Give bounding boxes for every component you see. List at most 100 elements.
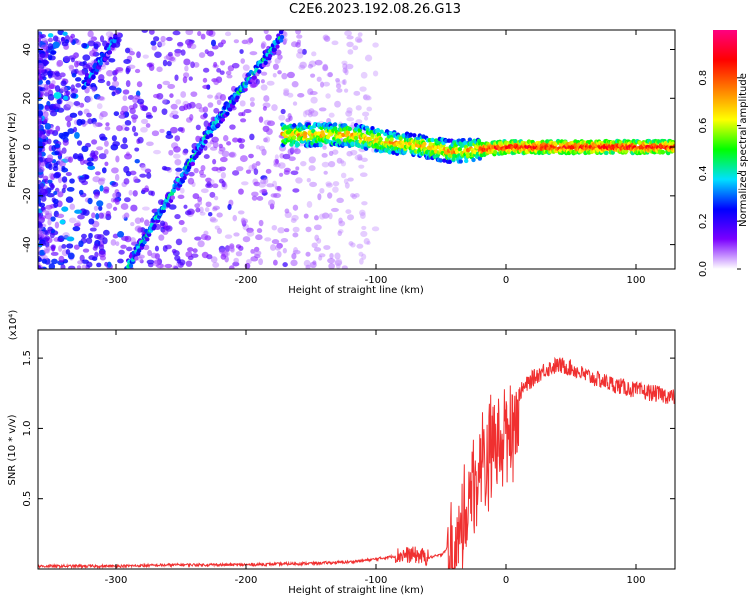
spectrogram-cell <box>328 112 335 118</box>
spectrogram-cell <box>260 79 265 84</box>
spectrogram-cell <box>141 30 148 33</box>
spectrogram-cell <box>238 188 244 195</box>
spectrogram-cell <box>262 105 267 111</box>
spectrogram-cell <box>148 190 154 196</box>
spectrogram-cell <box>302 110 308 118</box>
spectrogram-cell <box>86 157 94 162</box>
spectrogram-cell <box>305 251 311 257</box>
spectrogram-cell <box>281 72 288 80</box>
spectrogram-cell <box>47 37 54 43</box>
spectrogram-cell <box>38 74 43 82</box>
spectrogram-cell <box>115 155 120 163</box>
spectrogram-cell <box>76 265 82 269</box>
spectrogram-cell <box>271 104 278 112</box>
spectrogram-feature-cell <box>302 131 308 136</box>
spectrogram-cell <box>129 170 137 176</box>
spectrogram-cell <box>87 30 94 38</box>
spectrogram-cell <box>284 208 290 214</box>
spectrogram-cell <box>112 206 118 211</box>
spectrogram-cell <box>347 177 354 182</box>
spectrogram-feature-cell <box>660 149 665 155</box>
spectrogram-feature-cell <box>190 161 196 167</box>
spectrogram-cell <box>176 258 182 264</box>
spectrogram-cell <box>226 74 233 79</box>
spectrogram-cell <box>67 252 75 260</box>
spectrogram-cell <box>246 230 255 237</box>
spectrogram-cell <box>60 264 66 269</box>
spectrogram-cell <box>40 44 49 52</box>
spectrogram-cell <box>150 252 158 259</box>
spectrogram-cell <box>50 244 56 250</box>
spectrogram-cell <box>112 141 120 147</box>
spectrogram-cell <box>74 132 80 139</box>
spectrogram-cell <box>256 196 264 201</box>
spectrogram-feature-cell <box>128 263 134 269</box>
spectrogram-cell <box>335 263 341 269</box>
spectrogram-feature-cell <box>438 158 443 163</box>
spectrogram-cell <box>141 206 150 211</box>
spectrogram-cell <box>357 32 363 37</box>
spectrogram-cell <box>45 204 53 210</box>
spectrogram-cell <box>200 165 206 172</box>
spectrogram-feature-cell <box>278 38 284 43</box>
spectrogram-cell <box>238 112 244 117</box>
spectrogram-cell <box>242 236 251 243</box>
y-tick-label: 0.5 <box>22 491 33 507</box>
spectrogram-cell <box>122 89 130 95</box>
spectrogram-cell <box>58 245 63 252</box>
spectrogram-cell <box>117 258 124 264</box>
spectrogram-cell <box>277 227 285 234</box>
spectrogram-cell <box>214 195 219 201</box>
spectrogram-cell <box>118 249 125 255</box>
spectrogram-cell <box>46 192 55 198</box>
spectrogram-feature-cell <box>112 38 117 44</box>
spectrogram-feature-cell <box>458 159 463 164</box>
spectrogram-cell <box>306 177 311 183</box>
spectrogram-cell <box>311 242 318 249</box>
spectrogram-cell <box>79 158 85 166</box>
spectrogram-cell <box>205 201 212 208</box>
spectrogram-cell <box>175 171 181 176</box>
spectrogram-cell <box>95 171 101 176</box>
spectrogram-cell <box>292 101 298 106</box>
spectrogram-cell <box>180 127 185 134</box>
spectrogram-cell <box>162 59 168 67</box>
spectrogram-cell <box>340 160 347 167</box>
spectrogram-cell <box>137 226 142 234</box>
spectrogram-cell <box>125 246 133 252</box>
spectrogram-cell <box>218 248 227 255</box>
spectrogram-cell <box>170 103 178 110</box>
spectrogram-cell <box>241 181 249 186</box>
spectrogram-cell <box>258 116 264 123</box>
spectrogram-cell <box>340 159 345 164</box>
spectrogram-cell <box>276 242 283 249</box>
spectrogram-cell <box>356 243 364 249</box>
spectrogram-cell <box>185 251 193 258</box>
spectrogram-cell <box>221 150 230 158</box>
spectrogram-cell <box>111 167 119 174</box>
spectrogram-cell <box>40 134 48 140</box>
spectrogram-cell <box>263 137 268 143</box>
spectrogram-cell <box>240 58 246 64</box>
spectrogram-cell <box>195 207 201 213</box>
spectrogram-cell <box>112 192 119 199</box>
spectrogram-cell <box>292 226 300 233</box>
spectrogram-cell <box>336 88 343 93</box>
spectrogram-cell <box>146 259 155 265</box>
spectrogram-cell <box>165 133 174 140</box>
spectrogram-cell <box>197 240 205 248</box>
spectrogram-cell <box>274 57 281 64</box>
spectrogram-cell <box>343 88 349 93</box>
spectrogram-feature-cell <box>113 33 118 38</box>
spectrogram-cell <box>46 245 52 251</box>
spectrogram-cell <box>231 62 240 69</box>
spectrogram-cell <box>287 92 294 98</box>
spectrogram-cell <box>290 218 297 223</box>
spectrogram-cell <box>273 259 278 266</box>
x-tick-label: 100 <box>626 575 645 586</box>
spectrogram-cell <box>51 80 56 85</box>
spectrogram-cell <box>106 202 113 210</box>
spectrogram-cell <box>181 226 188 233</box>
spectrogram-cell <box>38 90 41 98</box>
spectrogram-cell <box>133 94 141 100</box>
